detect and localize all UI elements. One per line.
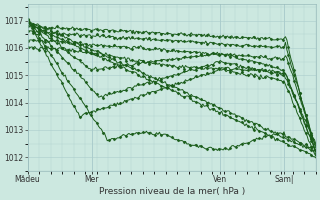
X-axis label: Pression niveau de la mer( hPa ): Pression niveau de la mer( hPa ) [99, 187, 245, 196]
